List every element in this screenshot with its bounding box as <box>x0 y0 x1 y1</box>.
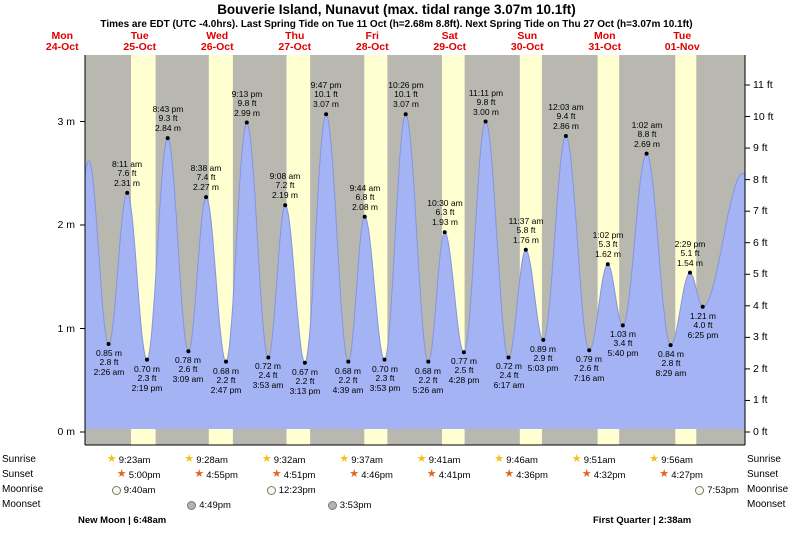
tide-extreme-dot <box>442 230 447 235</box>
tide-extreme-dot <box>125 190 130 195</box>
tide-extreme-dot <box>605 262 610 267</box>
tide-extreme-dot <box>506 355 511 360</box>
moonrise-row-label-right: Moonrise <box>747 484 789 495</box>
sunset-row-label-left: Sunset <box>2 469 34 480</box>
tide-extreme-dot <box>700 304 705 309</box>
tide-extreme-dot <box>266 355 271 360</box>
tide-extreme-dot <box>587 348 592 353</box>
sunrise-row-label-right: Sunrise <box>747 454 781 465</box>
tide-extreme-dot <box>362 214 367 219</box>
tide-extreme-dot <box>403 112 408 117</box>
tide-extreme-dot <box>688 270 692 275</box>
tide-extreme-dot <box>224 359 228 364</box>
page-title: Bouverie Island, Nunavut (max. tidal ran… <box>217 2 576 17</box>
tide-extreme-dot <box>204 195 209 200</box>
tide-extreme-dot <box>644 151 649 156</box>
tide-extreme-dot <box>165 136 170 141</box>
tide-extreme-dot <box>523 247 528 252</box>
tide-extreme-dot <box>302 360 307 365</box>
tide-extreme-dot <box>145 357 149 362</box>
moonset-row-label-right: Moonset <box>747 499 786 510</box>
tide-extreme-dot <box>106 342 111 346</box>
tide-extreme-dot <box>541 337 546 342</box>
tide-extreme-dot <box>324 112 329 117</box>
tide-extreme-dot <box>461 350 466 355</box>
tide-area <box>85 114 745 430</box>
tide-extreme-dot <box>426 359 431 364</box>
tide-extreme-dot <box>668 343 673 348</box>
moonrise-row-label-left: Moonrise <box>2 484 44 495</box>
tide-extreme-dot <box>244 120 249 125</box>
tide-extreme-dot <box>483 119 488 124</box>
moonset-row-label-left: Moonset <box>2 499 41 510</box>
tide-extreme-dot <box>186 349 191 354</box>
sunrise-row-label-left: Sunrise <box>2 454 36 465</box>
tide-extreme-dot <box>283 203 288 208</box>
tide-extreme-dot <box>563 134 568 138</box>
tide-extreme-dot <box>382 357 387 362</box>
tide-extreme-dot <box>620 323 625 328</box>
tide-extreme-dot <box>346 359 351 364</box>
tide-curve-line <box>84 113 746 364</box>
sunset-row-label-right: Sunset <box>747 469 779 480</box>
page-subtitle: Times are EDT (UTC -4.0hrs). Last Spring… <box>100 19 693 30</box>
